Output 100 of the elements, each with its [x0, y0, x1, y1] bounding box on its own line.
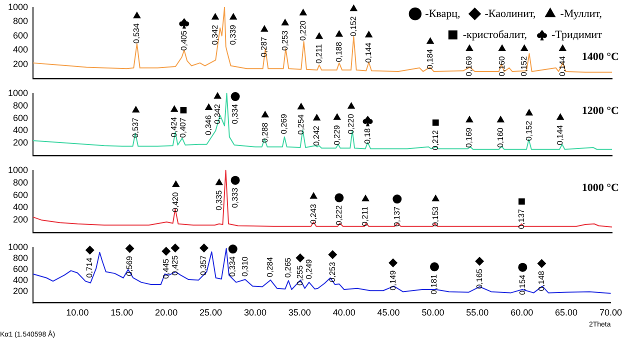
x-tick-label: 45.00 — [377, 308, 400, 318]
point — [364, 30, 373, 38]
point — [261, 110, 270, 118]
point — [537, 258, 546, 268]
annotation: 0,211 — [314, 44, 324, 64]
annotation: 0,212 — [430, 130, 440, 150]
legend-label: -Тридимит — [552, 28, 602, 41]
point — [260, 24, 268, 32]
annotation: 0,169 — [464, 56, 474, 76]
annotation: 0,169 — [464, 127, 474, 148]
annotation: 0,152 — [524, 120, 534, 141]
legend-label: -Кварц, — [425, 8, 460, 20]
legend-label: -кристобалит, — [462, 28, 528, 41]
x-tick-label: 20.00 — [155, 308, 178, 318]
point — [518, 198, 525, 205]
annotation: 0,284 — [266, 256, 275, 278]
point — [518, 262, 528, 272]
x-tick-label: 50.00 — [422, 308, 444, 318]
y-tick-label: 1000 — [8, 88, 28, 98]
point — [230, 176, 240, 185]
annotation: 0,254 — [296, 114, 306, 135]
point — [200, 243, 209, 252]
point — [334, 193, 344, 202]
y-tick-label: 1000 — [8, 164, 28, 175]
y-tick-label: 400 — [12, 275, 28, 286]
point — [85, 246, 94, 255]
point — [281, 18, 289, 26]
point — [180, 107, 187, 114]
y-tick-label: 800 — [12, 177, 28, 188]
annotation: 0,184 — [425, 48, 434, 70]
point — [310, 192, 318, 199]
annotation: 1000 °C — [582, 182, 620, 194]
annotation: 0,255 — [295, 264, 304, 286]
annotation: 1400 °C — [582, 51, 620, 64]
annotation: 0,229 — [332, 124, 342, 146]
legend-label: -Муллит, — [560, 8, 602, 20]
point — [333, 113, 342, 120]
point — [520, 44, 528, 51]
annotation: 0,425 — [170, 254, 180, 276]
point — [432, 194, 440, 202]
point — [230, 92, 240, 102]
point — [229, 12, 238, 20]
annotation: 0,220 — [298, 20, 308, 41]
point — [525, 108, 534, 116]
annotation: 0,222 — [334, 204, 344, 226]
point — [466, 44, 474, 51]
x-tick-label: 35.00 — [288, 308, 311, 318]
annotation: 0,144 — [556, 124, 565, 146]
annotation: 0,537 — [131, 117, 140, 138]
x-tick-label: 25.00 — [200, 308, 222, 318]
x-tick-label: 55.00 — [466, 308, 489, 318]
annotation: 1200 °C — [582, 105, 620, 118]
annotation: 0,188 — [334, 41, 344, 62]
annotation: 0,714 — [85, 257, 94, 278]
point — [432, 119, 439, 126]
y-tick-label: 200 — [12, 138, 28, 148]
annotation: 0,160 — [497, 56, 506, 76]
point — [297, 102, 306, 110]
x-tick-label: 30.00 — [244, 308, 266, 318]
annotation: 0,144 — [364, 42, 374, 63]
annotation: 0,339 — [228, 24, 238, 45]
point — [228, 244, 238, 254]
annotation: 0,144 — [558, 56, 567, 76]
y-tick-label: 800 — [12, 16, 28, 26]
point — [211, 12, 220, 20]
y-tick-label: 200 — [12, 58, 28, 69]
point — [347, 102, 356, 109]
annotation: 0,534 — [132, 22, 142, 44]
point — [362, 194, 370, 202]
legend-label: -Каолинит, — [484, 8, 536, 20]
annotation: 0,424 — [170, 116, 179, 138]
y-tick-label: 400 — [12, 202, 28, 212]
annotation: 0,253 — [280, 30, 290, 51]
annotation: 0,153 — [430, 206, 440, 227]
annotation: 0,334 — [230, 103, 240, 124]
y-tick-label: 800 — [12, 252, 28, 263]
y-tick-label: 600 — [12, 190, 28, 200]
point — [215, 178, 224, 186]
annotation: 0,165 — [474, 268, 484, 289]
annotation: 0,181 — [430, 274, 439, 294]
point — [498, 44, 506, 51]
point — [426, 37, 434, 44]
annotation: 0,445 — [161, 258, 170, 279]
x-tick-label: 65.00 — [555, 308, 578, 318]
point — [312, 114, 321, 121]
x-tick-label: 60.00 — [510, 308, 534, 318]
point — [299, 8, 308, 16]
y-tick-label: 1000 — [8, 242, 28, 252]
annotation: 0,569 — [124, 255, 134, 276]
annotation: 0,265 — [284, 257, 293, 278]
point — [162, 246, 171, 256]
annotation: 0,333 — [230, 187, 240, 208]
y-tick-label: 200 — [12, 214, 28, 225]
annotation: 0,154 — [518, 274, 527, 295]
y-tick-label: 400 — [12, 125, 28, 136]
point — [388, 258, 398, 268]
annotation: 0,243 — [308, 203, 318, 224]
annotation: 0,152 — [348, 16, 358, 36]
point — [335, 30, 344, 37]
point — [496, 116, 505, 122]
